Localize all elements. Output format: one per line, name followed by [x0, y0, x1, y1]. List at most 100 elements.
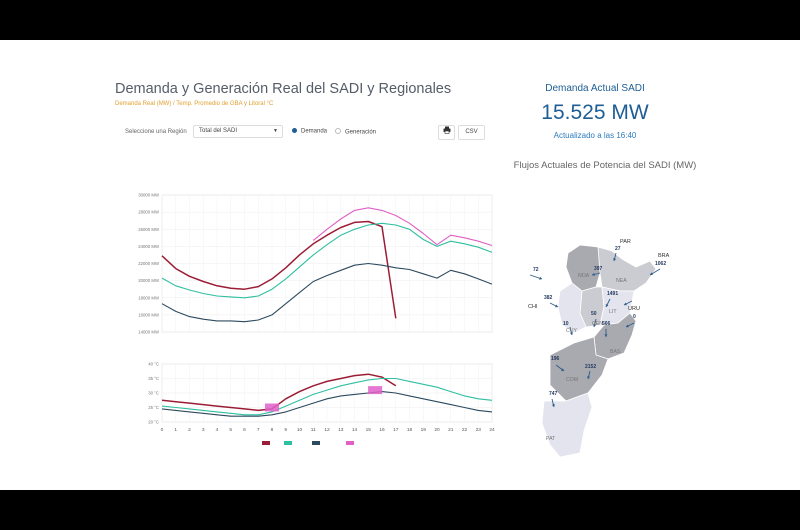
x-tick-label: 24: [489, 427, 495, 433]
y-tick-label: 18000 MW: [138, 295, 160, 300]
arrow-head-icon: [593, 324, 597, 327]
flow-value: 50: [591, 311, 597, 317]
arrow-head-icon: [555, 304, 558, 308]
y-tick-label: 40 °C: [148, 362, 159, 367]
map-region-nea[interactable]: [597, 246, 657, 292]
region-select[interactable]: Total del SADI ▼: [193, 125, 283, 138]
region-label: CUY: [566, 328, 577, 334]
flow-value: 2152: [585, 364, 596, 370]
x-tick-label: 13: [338, 427, 344, 433]
radio-generacion[interactable]: Generación: [335, 128, 376, 136]
x-tick-label: 16: [379, 427, 385, 433]
flow-value: 10: [563, 321, 569, 327]
region-select-value: Total del SADI: [199, 128, 238, 134]
page-title: Demanda y Generación Real del SADI y Reg…: [115, 81, 452, 97]
flow-value: 1491: [607, 291, 618, 297]
current-demand-title: Demanda Actual SADI: [545, 83, 645, 94]
arrow-head-icon: [569, 332, 573, 335]
flow-value: 1062: [655, 261, 666, 267]
page-subtitle: Demanda Real (MW) / Temp. Promedio de GB…: [115, 101, 274, 107]
x-tick-label: 21: [448, 427, 454, 433]
x-tick-label: 12: [324, 427, 330, 433]
demand-plot: 14000 MW 16000 MW 18000 MW 20000 MW 22000 MW…: [138, 193, 493, 335]
csv-button[interactable]: CSV: [458, 125, 485, 140]
x-tick-label: 5: [229, 427, 232, 433]
legend-swatch: [346, 441, 354, 445]
map-region-com[interactable]: [549, 336, 609, 402]
series-line-ayer: [161, 377, 493, 416]
demand-temperature-chart: 14000 MW 16000 MW 18000 MW 20000 MW 22000 MW…: [138, 193, 495, 445]
radio-unselected-icon: [335, 128, 341, 134]
print-button[interactable]: [438, 125, 455, 140]
x-tick-label: 11: [311, 427, 316, 433]
x-tick-label: 7: [257, 427, 260, 433]
radio-selected-icon: [292, 128, 297, 133]
country-label: PAR: [620, 239, 631, 245]
x-tick-label: 10: [297, 427, 303, 433]
y-tick-label: 25 °C: [148, 405, 159, 410]
y-tick-label: 20000 MW: [138, 278, 160, 283]
radio-demanda[interactable]: Demanda: [292, 128, 327, 135]
x-tick-label: 14: [352, 427, 358, 433]
y-tick-label: 22000 MW: [138, 261, 160, 266]
legend-swatch: [312, 441, 320, 445]
flow-value: 72: [533, 267, 539, 273]
chevron-down-icon: ▼: [273, 128, 278, 134]
y-tick-label: 14000 MW: [138, 330, 160, 335]
arrow-head-icon: [539, 276, 542, 280]
region-label: LIT: [609, 309, 617, 315]
map-region-cuy[interactable]: [557, 282, 587, 334]
radio-generacion-label: Generación: [345, 129, 377, 136]
y-tick-label: 30000 MW: [138, 193, 160, 198]
arrow-head-icon: [604, 334, 608, 337]
y-tick-label: 28000 MW: [138, 210, 160, 215]
arrow-head-icon: [613, 258, 617, 261]
region-label: Seleccione una Región: [125, 129, 187, 135]
country-label: BRA: [658, 253, 670, 259]
y-tick-label: 35 °C: [148, 376, 159, 381]
x-tick-label: 3: [202, 427, 205, 433]
arrow-head-icon: [605, 304, 609, 307]
x-tick-label: 9: [284, 427, 287, 433]
arrow-head-icon: [650, 272, 653, 275]
x-tick-label: 4: [216, 427, 219, 433]
region-label: NOA: [578, 273, 590, 279]
map-region-noa[interactable]: [565, 244, 603, 292]
series-line-ayer: [161, 222, 493, 299]
x-tick-label: 8: [271, 427, 274, 433]
series-line-semana-ant: [161, 391, 493, 417]
x-tick-label: 6: [243, 427, 246, 433]
arrow-head-icon: [587, 376, 591, 379]
argentina-flow-map: NOA NEA CEN CUY LIT BAS COM PAT PAR BRA CHI URU 27 10…: [528, 239, 670, 458]
flow-value: 0: [633, 314, 636, 320]
flow-value: 566: [602, 321, 611, 327]
arrow-head-icon: [561, 368, 564, 371]
forecast-marker: [368, 386, 383, 395]
page: Demanda y Generación Real del SADI y Reg…: [0, 40, 800, 490]
x-tick-label: 18: [407, 427, 413, 433]
region-label: BAS: [610, 349, 621, 355]
arrow-head-icon: [624, 302, 627, 306]
region-label: NEA: [616, 278, 627, 284]
printer-icon: [443, 126, 450, 134]
region-label: PAT: [546, 436, 556, 442]
flows-title: Flujos Actuales de Potencia del SADI (MW…: [513, 160, 697, 171]
legend-swatch: [284, 441, 292, 445]
x-tick-label: 20: [434, 427, 440, 433]
legend-swatch: [262, 441, 270, 445]
x-tick-label: 19: [421, 427, 427, 433]
x-tick-label: 15: [366, 427, 372, 433]
arrow-head-icon: [551, 404, 555, 407]
flow-value: 397: [594, 266, 603, 272]
y-tick-label: 16000 MW: [138, 312, 160, 317]
series-line-hoy: [161, 220, 397, 319]
y-tick-label: 20 °C: [148, 420, 159, 425]
country-label: URU: [628, 306, 640, 312]
flow-value: 27: [615, 246, 621, 252]
y-tick-label: 24000 MW: [138, 244, 160, 249]
current-demand-value: 15.525 MW: [541, 101, 649, 124]
map-region-pat[interactable]: [541, 392, 593, 458]
flow-value: 196: [551, 356, 560, 362]
flow-value: 382: [544, 295, 553, 301]
series-line-semana-ant: [161, 262, 493, 323]
